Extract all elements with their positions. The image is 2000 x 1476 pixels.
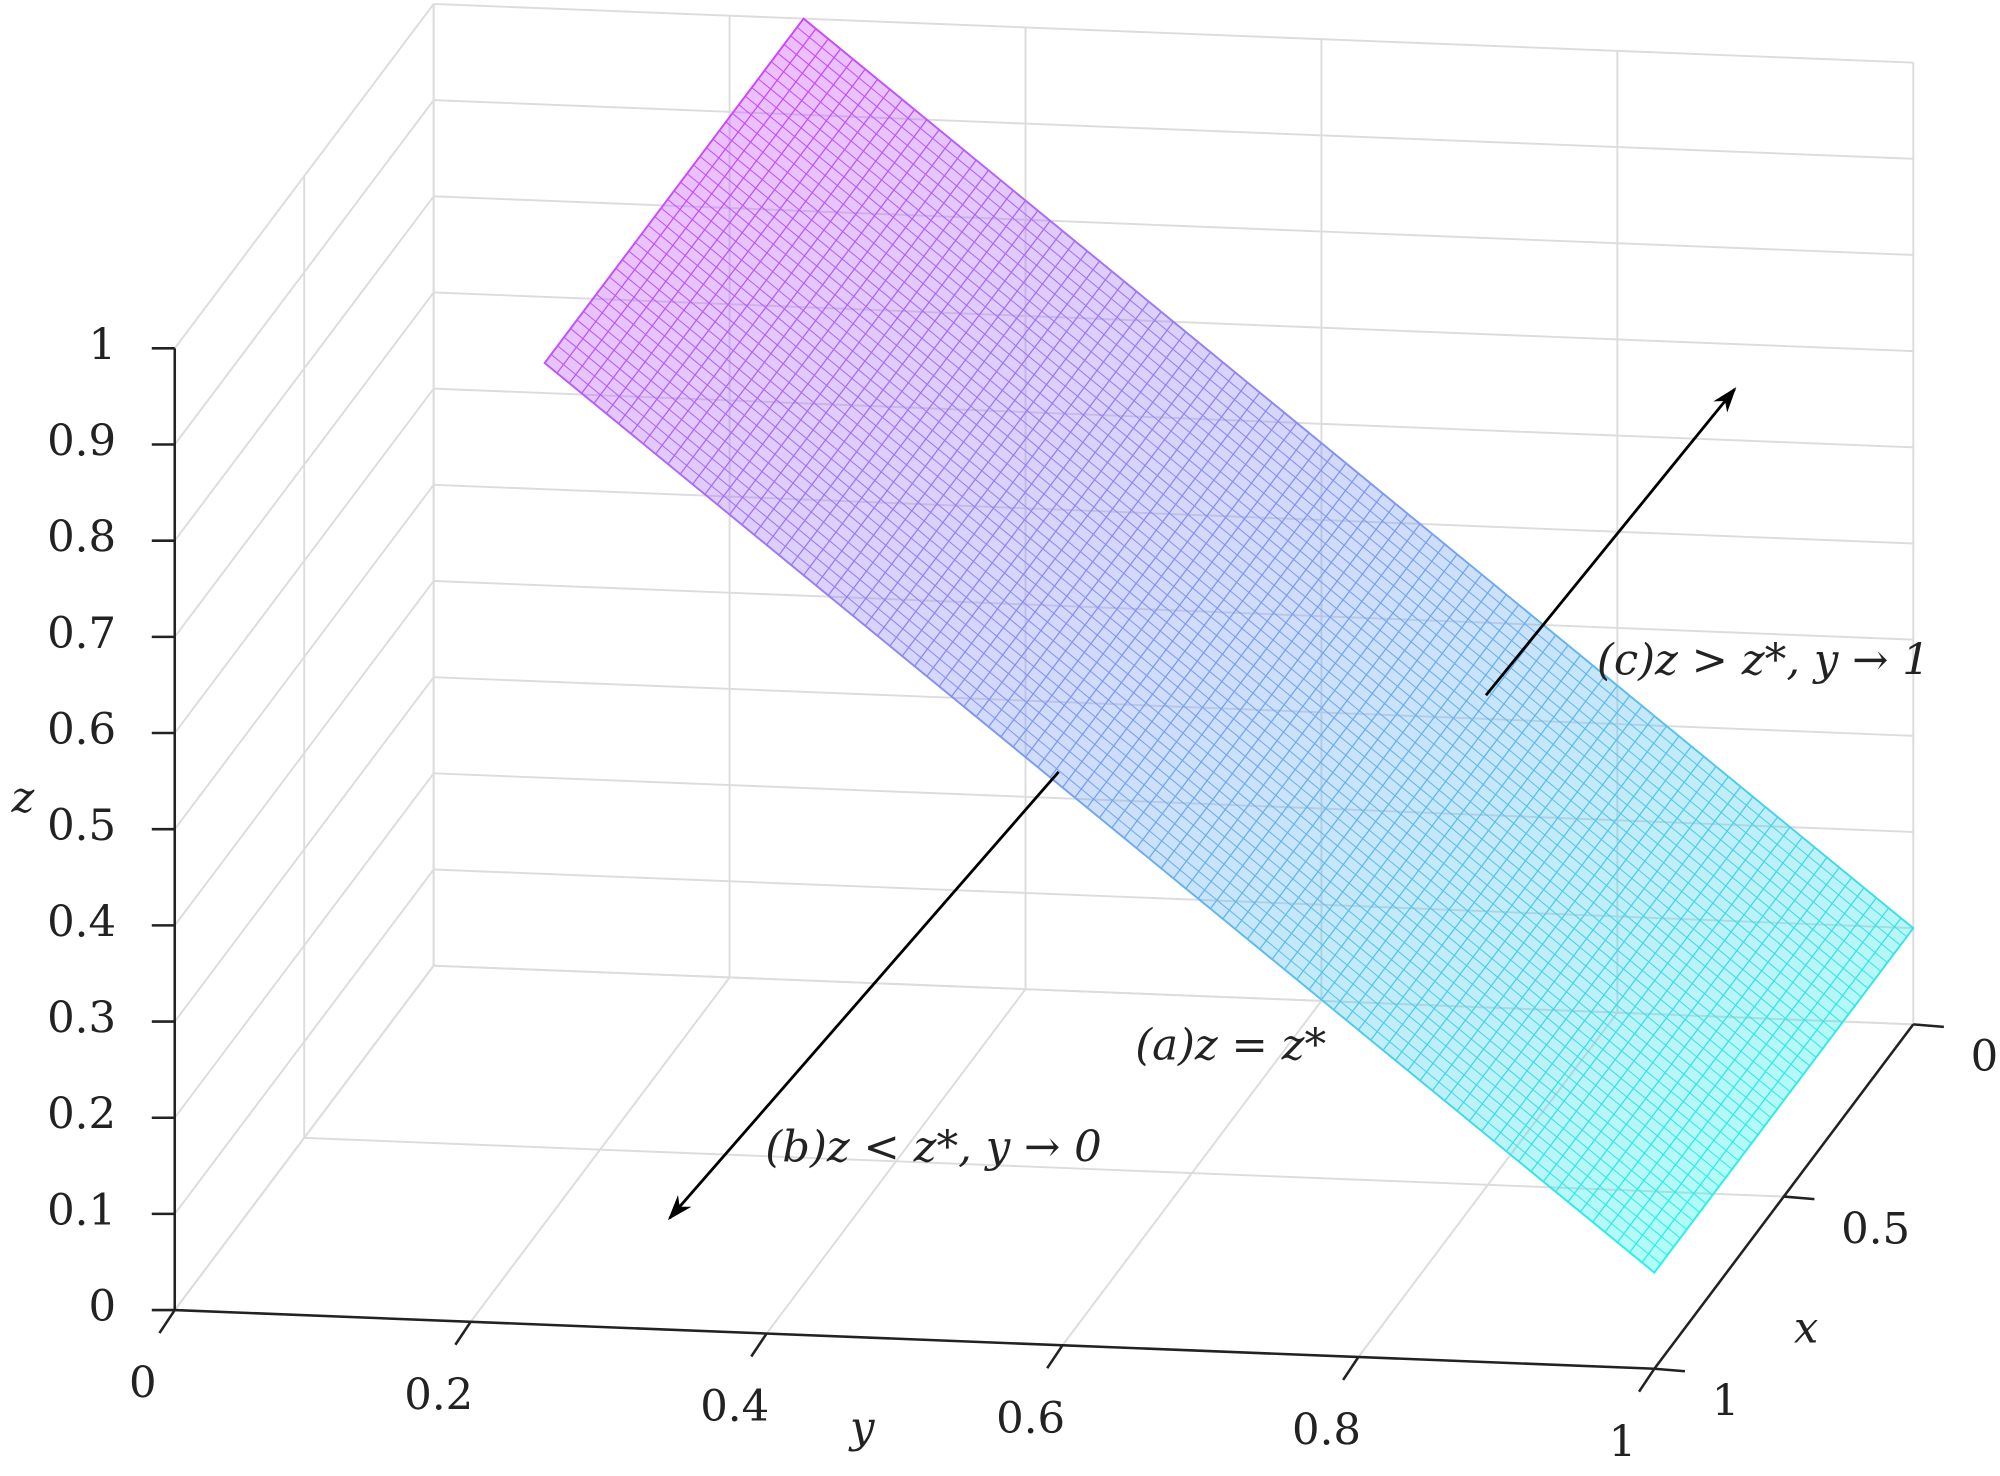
- mesh-line: [751, 87, 1862, 998]
- mesh-line: [757, 78, 1869, 989]
- y-tick: [158, 1309, 176, 1334]
- x-tick-label: 1: [1712, 1376, 1740, 1426]
- mesh-line: [596, 293, 1707, 1205]
- x-axis-label: x: [1794, 1304, 1818, 1354]
- mesh-line: [803, 18, 1914, 929]
- mesh-line: [699, 155, 1811, 1067]
- x-tick-label: 0.5: [1841, 1204, 1910, 1254]
- grid-line: [433, 99, 1914, 160]
- mesh-line: [790, 35, 1901, 946]
- mesh-line: [602, 285, 1713, 1196]
- y-tick: [1046, 1344, 1064, 1369]
- mesh-line: [796, 26, 1908, 938]
- z-tick-label: 0.4: [47, 897, 116, 947]
- x-tick: [1913, 1023, 1944, 1029]
- y-tick-label: 0: [129, 1359, 157, 1409]
- surface-layer: [543, 17, 1915, 1274]
- axes: 0 0.1 0.2 0.3 0.4 0.5 0.6 0.7 0.8 0.9 1 0 0.2 0.4 0.6 0…: [47, 320, 1998, 1467]
- mesh-line: [764, 69, 1875, 981]
- mesh-line: [706, 147, 1817, 1058]
- y-tick: [750, 1332, 768, 1358]
- z-tick-label: 0.1: [47, 1186, 116, 1236]
- annotation: (a)z = z*: [1135, 1021, 1326, 1071]
- y-tick: [1342, 1356, 1360, 1381]
- z-tick-label: 0.2: [47, 1090, 116, 1140]
- mesh-line: [680, 181, 1791, 1093]
- annotation: (b)z < z*, y → 0: [765, 1123, 1101, 1173]
- mesh-line: [693, 164, 1804, 1075]
- mesh-line: [583, 310, 1694, 1222]
- y-tick-label: 1: [1609, 1417, 1637, 1467]
- mesh-line: [744, 95, 1856, 1007]
- arrow-c: [1484, 387, 1737, 697]
- z-tick-label: 0.6: [47, 705, 116, 755]
- mesh-line: [660, 207, 1772, 1118]
- z-tick-label: 0.9: [47, 417, 116, 467]
- mesh-line: [557, 345, 1668, 1256]
- mesh-line: [783, 44, 1895, 955]
- mesh-line: [770, 61, 1882, 972]
- y-tick-label: 0.2: [404, 1370, 473, 1420]
- mesh-line: [550, 353, 1662, 1265]
- mesh-line: [563, 336, 1675, 1248]
- mesh-line: [634, 242, 1746, 1153]
- z-tick-label: 0.3: [47, 994, 116, 1044]
- z-axis-label: z: [11, 773, 36, 823]
- mesh-line: [589, 302, 1700, 1213]
- x-tick: [1783, 1195, 1815, 1201]
- mesh-line: [673, 190, 1785, 1101]
- mesh-line: [738, 104, 1849, 1015]
- y-axis-label: y: [848, 1403, 875, 1453]
- mesh-line: [712, 138, 1823, 1050]
- mesh-line: [777, 52, 1888, 964]
- y-tick: [1637, 1368, 1656, 1393]
- grid-line: [433, 2, 1914, 64]
- grid-line: [304, 1136, 1784, 1198]
- mesh-line: [641, 233, 1752, 1144]
- mesh-line: [719, 130, 1830, 1041]
- mesh-line: [628, 250, 1739, 1162]
- y-tick-label: 0.8: [1292, 1406, 1361, 1456]
- annotation: (c)z > z*, y → 1: [1597, 635, 1930, 685]
- z-tick-label: 1: [88, 320, 116, 370]
- mesh-line: [654, 216, 1765, 1127]
- mesh-line: [621, 259, 1733, 1170]
- mesh-line: [686, 173, 1798, 1084]
- mesh-line: [609, 276, 1720, 1187]
- z-tick-label: 0.7: [47, 609, 116, 659]
- arrow-b: [667, 770, 1060, 1221]
- mesh-line: [576, 319, 1688, 1230]
- mesh-line: [725, 121, 1836, 1032]
- mesh-line: [570, 328, 1681, 1239]
- mesh-line: [615, 267, 1726, 1179]
- z-tick-label: 0: [88, 1282, 116, 1332]
- y-tick-label: 0.6: [996, 1394, 1065, 1444]
- y-tick: [454, 1321, 472, 1346]
- y-tick-label: 0.4: [700, 1382, 769, 1432]
- mesh-line: [544, 362, 1655, 1273]
- mesh-line: [732, 112, 1843, 1024]
- x-tick: [1654, 1367, 1686, 1373]
- z-tick-label: 0.8: [47, 513, 116, 563]
- mesh-line: [667, 199, 1778, 1110]
- x-tick-label: 0: [1971, 1032, 1999, 1082]
- mesh-line: [647, 224, 1759, 1136]
- z-tick-label: 0.5: [47, 801, 116, 851]
- y-axis: [174, 1308, 1655, 1371]
